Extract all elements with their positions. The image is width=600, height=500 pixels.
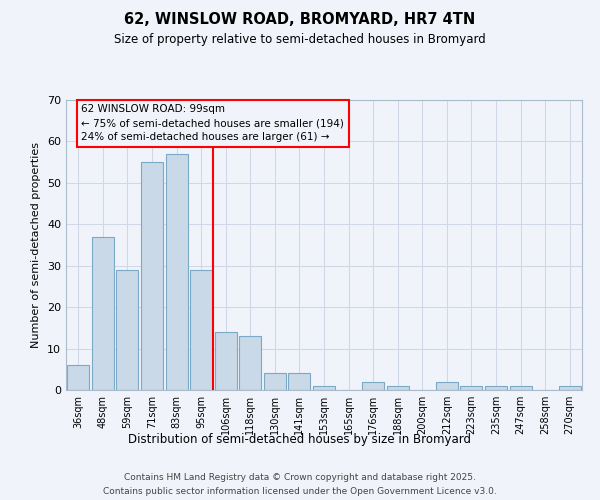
Bar: [362, 382, 384, 390]
Y-axis label: Number of semi-detached properties: Number of semi-detached properties: [31, 142, 41, 348]
Text: Size of property relative to semi-detached houses in Bromyard: Size of property relative to semi-detach…: [114, 32, 486, 46]
Bar: [289, 374, 310, 390]
Text: Distribution of semi-detached houses by size in Bromyard: Distribution of semi-detached houses by …: [128, 432, 472, 446]
Bar: [215, 332, 237, 390]
Bar: [436, 382, 458, 390]
Bar: [190, 270, 212, 390]
Bar: [166, 154, 188, 390]
Bar: [116, 270, 139, 390]
Bar: [509, 386, 532, 390]
Text: 62, WINSLOW ROAD, BROMYARD, HR7 4TN: 62, WINSLOW ROAD, BROMYARD, HR7 4TN: [124, 12, 476, 28]
Bar: [559, 386, 581, 390]
Text: Contains HM Land Registry data © Crown copyright and database right 2025.: Contains HM Land Registry data © Crown c…: [124, 472, 476, 482]
Bar: [485, 386, 507, 390]
Text: Contains public sector information licensed under the Open Government Licence v3: Contains public sector information licen…: [103, 488, 497, 496]
Bar: [67, 365, 89, 390]
Bar: [92, 236, 114, 390]
Bar: [386, 386, 409, 390]
Bar: [239, 336, 262, 390]
Bar: [313, 386, 335, 390]
Bar: [141, 162, 163, 390]
Bar: [264, 374, 286, 390]
Text: 62 WINSLOW ROAD: 99sqm
← 75% of semi-detached houses are smaller (194)
24% of se: 62 WINSLOW ROAD: 99sqm ← 75% of semi-det…: [82, 104, 344, 142]
Bar: [460, 386, 482, 390]
